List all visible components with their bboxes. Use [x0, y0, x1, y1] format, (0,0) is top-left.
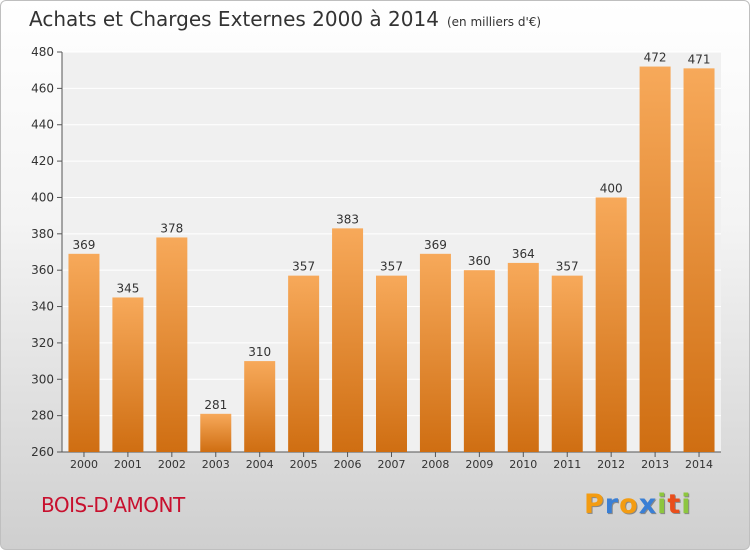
bar — [551, 275, 583, 452]
y-tick-label: 340 — [31, 300, 54, 314]
x-tick-label: 2012 — [597, 458, 625, 471]
logo-letter: P — [584, 489, 605, 520]
bar — [200, 413, 232, 452]
data-label: 364 — [512, 247, 535, 261]
bar — [332, 228, 364, 452]
bar — [683, 68, 715, 452]
logo-letter: t — [667, 489, 682, 520]
x-tick-label: 2003 — [202, 458, 230, 471]
data-label: 471 — [688, 52, 711, 66]
bar — [112, 297, 144, 452]
x-tick-label: 2008 — [421, 458, 449, 471]
x-tick-label: 2002 — [158, 458, 186, 471]
data-label: 357 — [292, 260, 315, 274]
logo-letter: x — [638, 489, 658, 520]
data-label: 281 — [204, 398, 227, 412]
bar — [376, 275, 407, 452]
x-tick-label: 2011 — [553, 458, 581, 471]
data-label: 310 — [248, 345, 271, 359]
x-tick-label: 2004 — [246, 458, 274, 471]
unit-note: (en milliers d'€) — [446, 15, 542, 29]
data-label: 369 — [73, 238, 96, 252]
data-label: 360 — [468, 254, 491, 268]
logo-letter: i — [681, 489, 692, 520]
data-label: 383 — [336, 212, 359, 226]
y-tick-label: 420 — [31, 154, 54, 168]
y-tick-label: 440 — [31, 118, 54, 132]
y-tick-label: 380 — [31, 227, 54, 241]
x-tick-label: 2010 — [509, 458, 537, 471]
y-tick-label: 260 — [31, 445, 54, 459]
chart-title: Achats et Charges Externes 2000 à 2014 (e… — [29, 7, 541, 31]
bar — [68, 253, 100, 452]
y-tick-label: 400 — [31, 190, 54, 204]
x-tick-label: 2006 — [334, 458, 362, 471]
data-label: 378 — [160, 221, 183, 235]
y-tick-label: 360 — [31, 263, 54, 277]
x-tick-label: 2013 — [641, 458, 669, 471]
y-tick-label: 300 — [31, 372, 54, 386]
x-tick-label: 2001 — [114, 458, 142, 471]
logo-letter: o — [619, 489, 639, 520]
town-name: BOIS-D'AMONT — [41, 493, 185, 517]
data-label: 345 — [116, 281, 139, 295]
bar — [156, 237, 188, 452]
y-tick-label: 280 — [31, 409, 54, 423]
bar — [244, 361, 276, 452]
data-label: 400 — [600, 181, 623, 195]
bar — [419, 253, 451, 452]
bar — [507, 262, 539, 452]
x-tick-label: 2005 — [290, 458, 318, 471]
bar — [639, 66, 671, 452]
x-tick-label: 2014 — [685, 458, 713, 471]
chart-title-text: Achats et Charges Externes 2000 à 2014 — [29, 7, 439, 31]
x-tick-label: 2009 — [465, 458, 493, 471]
bar — [595, 197, 627, 452]
data-label: 357 — [556, 260, 579, 274]
data-label: 472 — [644, 51, 667, 65]
bar — [288, 275, 320, 452]
x-tick-label: 2007 — [378, 458, 406, 471]
y-tick-label: 320 — [31, 336, 54, 350]
logo-letter: r — [604, 489, 620, 520]
bar — [463, 270, 495, 452]
y-tick-label: 460 — [31, 81, 54, 95]
logo-letter: i — [657, 489, 668, 520]
proxiti-logo: Proxiti — [584, 489, 692, 520]
data-label: 357 — [380, 260, 403, 274]
x-tick-label: 2000 — [70, 458, 98, 471]
y-tick-label: 480 — [31, 45, 54, 59]
data-label: 369 — [424, 238, 447, 252]
